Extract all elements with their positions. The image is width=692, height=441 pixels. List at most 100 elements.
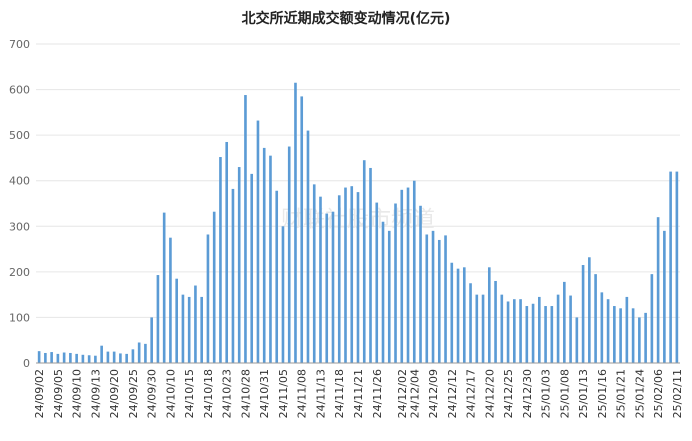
bar (412, 180, 416, 363)
bar (306, 130, 310, 363)
x-tick-label: 24/09/10 (71, 369, 84, 418)
bar (663, 230, 666, 363)
bar (231, 188, 235, 363)
bar (394, 203, 397, 363)
bar (100, 345, 103, 363)
bar (75, 353, 78, 363)
bars-layer (37, 82, 679, 364)
bar (500, 294, 504, 363)
bar (37, 351, 41, 363)
x-tick-label: 24/12/04 (408, 369, 421, 418)
x-tick-label: 24/11/05 (277, 369, 290, 418)
x-tick-label: 25/01/03 (540, 369, 553, 418)
bar (419, 205, 422, 363)
bar (119, 353, 122, 363)
bar (112, 351, 116, 363)
bar (312, 184, 316, 363)
bar (400, 189, 404, 363)
bar (569, 295, 572, 363)
bar (650, 274, 654, 363)
bar (237, 167, 241, 363)
bar (444, 235, 447, 363)
x-tick-label: 25/01/16 (596, 369, 609, 418)
y-tick-label: 500 (9, 129, 30, 142)
bar (269, 155, 272, 363)
bar (675, 171, 679, 363)
bar (131, 349, 135, 363)
bar (375, 202, 379, 363)
x-tick-label: 24/12/09 (427, 369, 440, 418)
bar (187, 296, 191, 363)
bar (156, 275, 160, 363)
bar (613, 306, 616, 363)
bar (69, 352, 72, 363)
bar (225, 141, 229, 363)
x-tick-label: 24/09/30 (146, 369, 159, 418)
bar (362, 160, 366, 363)
x-tick-label: 24/12/20 (483, 369, 496, 418)
bar (50, 352, 53, 363)
x-tick-label: 24/11/26 (371, 369, 384, 418)
y-tick-label: 300 (9, 220, 30, 233)
bar (169, 237, 172, 363)
x-tick-label: 25/01/21 (615, 369, 628, 418)
bar (456, 268, 460, 363)
bar (356, 192, 360, 363)
bar (538, 296, 541, 363)
x-tick-label: 24/09/20 (108, 369, 121, 418)
x-tick-label: 24/09/05 (52, 369, 65, 418)
bar (525, 306, 529, 363)
bar (150, 317, 153, 363)
x-tick-label: 24/12/17 (465, 369, 478, 418)
bar (425, 234, 429, 363)
x-tick-label: 24/12/12 (446, 369, 459, 418)
bar (181, 294, 185, 363)
x-tick-label: 24/10/23 (221, 369, 234, 418)
bar (512, 299, 516, 363)
bar (381, 221, 385, 363)
bar (556, 294, 560, 363)
bar (575, 317, 579, 363)
bar (606, 299, 610, 363)
x-tick-label: 24/12/02 (396, 369, 409, 418)
bar (625, 296, 629, 363)
bar (588, 257, 591, 363)
bar (644, 312, 647, 363)
bar (656, 217, 660, 363)
x-tick-label: 24/10/28 (239, 369, 252, 418)
bar (212, 211, 216, 363)
bar (544, 306, 547, 363)
x-tick-label: 24/11/08 (296, 369, 309, 418)
bar (487, 267, 491, 363)
bar (300, 96, 304, 364)
x-tick-label: 24/12/30 (521, 369, 534, 418)
bar (144, 343, 147, 363)
bar (281, 226, 285, 363)
bar (494, 280, 497, 363)
bar (369, 167, 372, 363)
bar (194, 285, 197, 363)
x-tick-label: 24/12/25 (502, 369, 515, 418)
x-tick-label: 24/10/15 (183, 369, 196, 418)
bar (175, 278, 178, 363)
bar (563, 281, 566, 363)
bar (250, 173, 254, 363)
bar (350, 186, 354, 363)
y-tick-label: 600 (9, 84, 30, 97)
bar (594, 274, 597, 363)
bar (319, 196, 322, 363)
x-tick-label: 25/01/24 (633, 369, 646, 418)
y-tick-label: 400 (9, 175, 30, 188)
bar (125, 353, 128, 363)
x-tick-label: 24/09/02 (33, 369, 46, 418)
y-tick-label: 100 (9, 311, 30, 324)
bar (581, 265, 585, 363)
bar (162, 212, 166, 363)
bar (219, 157, 222, 363)
y-tick-label: 0 (23, 357, 30, 370)
bar (387, 230, 391, 363)
bar (669, 171, 672, 363)
bar (337, 195, 341, 363)
bar (600, 292, 604, 363)
